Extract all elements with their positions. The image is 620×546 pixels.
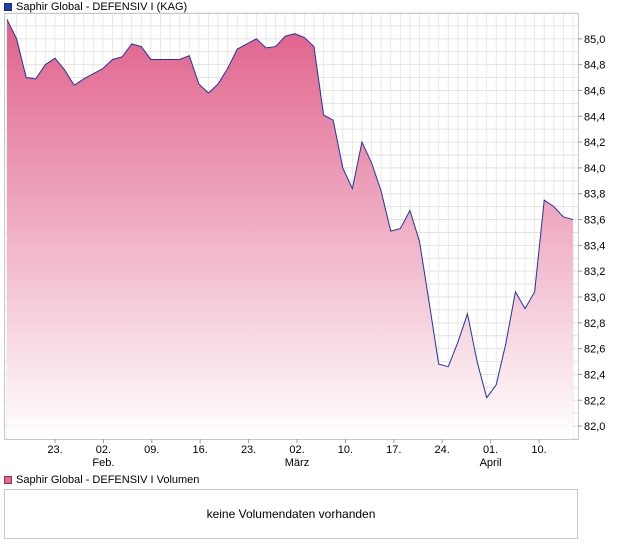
x-tick-label: 16. bbox=[193, 444, 208, 456]
price-area bbox=[7, 19, 573, 439]
x-month-label: Feb. bbox=[92, 457, 114, 469]
x-tick-label: 17. bbox=[386, 444, 401, 456]
price-legend: Saphir Global - DEFENSIV I (KAG) bbox=[4, 0, 187, 14]
x-tick-label: 10. bbox=[531, 444, 546, 456]
x-tick-label: 24. bbox=[435, 444, 450, 456]
y-tick-label: 85,0 bbox=[584, 34, 605, 46]
y-tick-label: 83,2 bbox=[584, 266, 605, 278]
y-tick-label: 84,0 bbox=[584, 163, 605, 175]
price-legend-label: Saphir Global - DEFENSIV I (KAG) bbox=[16, 1, 188, 13]
y-tick-label: 83,4 bbox=[584, 240, 605, 252]
y-axis-ticks: 85,0 84,8 84,6 84,4 84,2 84,0 83,8 83,6 83,4 83,2… bbox=[578, 34, 605, 433]
volume-legend-swatch bbox=[4, 476, 12, 484]
volume-panel: keine Volumendaten vorhanden bbox=[4, 489, 578, 539]
volume-legend-label: Saphir Global - DEFENSIV I Volumen bbox=[16, 474, 200, 486]
x-tick-label: 02. bbox=[289, 444, 304, 456]
y-tick-label: 82,0 bbox=[584, 421, 605, 433]
y-tick-label: 84,2 bbox=[584, 137, 605, 149]
y-tick-label: 82,2 bbox=[584, 395, 605, 407]
y-tick-label: 84,6 bbox=[584, 85, 605, 97]
x-tick-label: 02. bbox=[96, 444, 111, 456]
x-tick-label: 23. bbox=[47, 444, 62, 456]
x-tick-label: 10. bbox=[338, 444, 353, 456]
y-tick-label: 84,8 bbox=[584, 60, 605, 72]
price-legend-swatch bbox=[4, 3, 12, 11]
y-tick-label: 82,4 bbox=[584, 369, 605, 381]
volume-legend: Saphir Global - DEFENSIV I Volumen bbox=[4, 473, 199, 487]
y-tick-label: 84,4 bbox=[584, 111, 605, 123]
x-month-label: April bbox=[480, 457, 502, 469]
y-tick-label: 82,8 bbox=[584, 318, 605, 330]
price-chart: 85,0 84,8 84,6 84,4 84,2 84,0 83,8 83,6 83,4 83,2… bbox=[4, 12, 605, 469]
price-line bbox=[6, 19, 574, 399]
x-month-label: März bbox=[285, 457, 309, 469]
y-tick-label: 82,6 bbox=[584, 344, 605, 356]
x-tick-label: 01. bbox=[483, 444, 498, 456]
volume-empty-message: keine Volumendaten vorhanden bbox=[206, 507, 376, 521]
plot-frame bbox=[4, 13, 579, 440]
y-tick-label: 83,8 bbox=[584, 189, 605, 201]
x-tick-label: 09. bbox=[144, 444, 159, 456]
y-tick-label: 83,0 bbox=[584, 292, 605, 304]
x-tick-label: 23. bbox=[241, 444, 256, 456]
y-tick-label: 83,6 bbox=[584, 215, 605, 227]
